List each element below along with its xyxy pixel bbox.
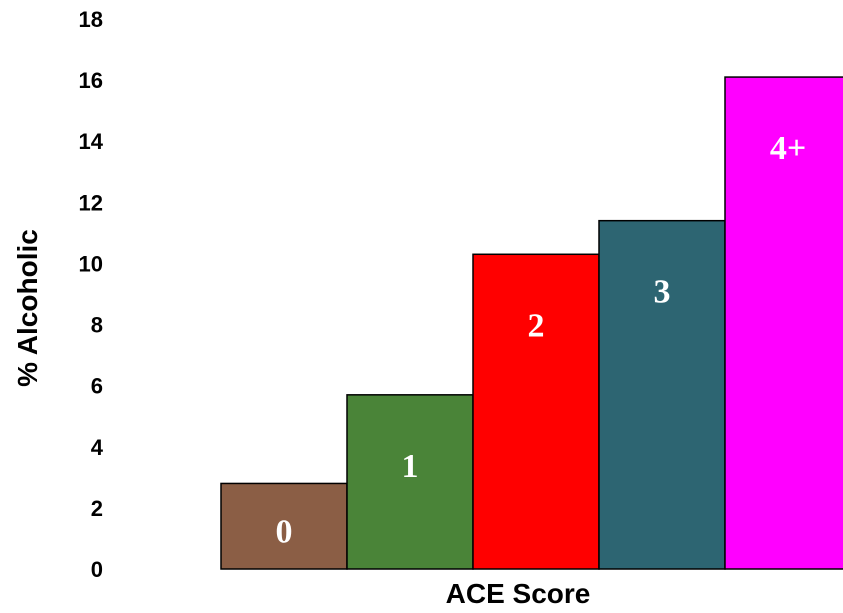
bar-category-label: 3 (654, 274, 671, 311)
y-tick-label: 10 (79, 251, 103, 276)
y-axis-title: % Alcoholic (12, 229, 43, 387)
bar-category-label: 1 (402, 448, 419, 485)
bar-category-label: 2 (528, 307, 545, 344)
y-tick-label: 6 (91, 374, 103, 399)
bar (472, 253, 600, 570)
bar-category-label: 0 (276, 514, 293, 551)
y-tick-label: 8 (91, 313, 103, 338)
x-axis-title: ACE Score (446, 578, 591, 609)
bar (724, 76, 843, 570)
y-tick-label: 4 (91, 435, 104, 460)
bar-labels-group: 0 1 2 3 4+ (276, 130, 807, 550)
y-tick-label: 2 (91, 496, 103, 521)
bars-group (220, 76, 843, 570)
y-axis-ticks: 0 2 4 6 8 10 12 14 16 18 (79, 7, 104, 582)
y-tick-label: 18 (79, 7, 103, 32)
bar (220, 482, 348, 570)
bar (598, 219, 726, 570)
y-tick-label: 16 (79, 68, 103, 93)
y-tick-label: 14 (79, 129, 104, 154)
y-tick-label: 0 (91, 557, 103, 582)
bar-category-label: 4+ (770, 130, 806, 167)
y-tick-label: 12 (79, 190, 103, 215)
bar (346, 394, 474, 570)
